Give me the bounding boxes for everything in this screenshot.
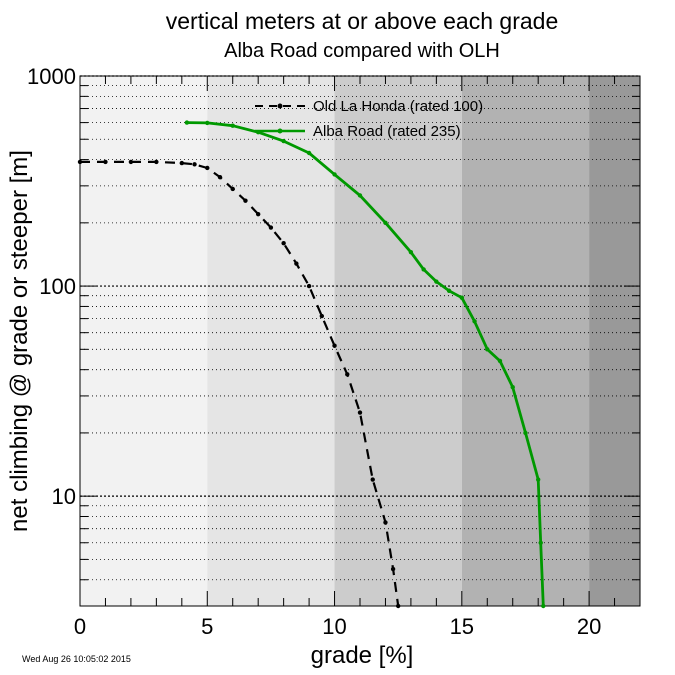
data-point-0 — [268, 225, 274, 230]
timestamp: Wed Aug 26 10:05:02 2015 — [22, 654, 131, 664]
y-tick-label: 10 — [52, 484, 76, 509]
data-point-1 — [485, 347, 490, 352]
data-point-0 — [192, 162, 197, 167]
data-point-0 — [306, 283, 312, 289]
data-point-0 — [77, 159, 83, 165]
data-point-0 — [154, 159, 159, 165]
x-tick-label: 0 — [74, 614, 86, 639]
data-point-1 — [497, 358, 503, 364]
chart-title: vertical meters at or above each grade — [166, 8, 558, 34]
data-point-0 — [179, 160, 185, 166]
data-point-1 — [541, 603, 546, 609]
legend: Old La Honda (rated 100) Alba Road (rate… — [255, 98, 483, 140]
data-point-1 — [357, 193, 363, 198]
data-point-1 — [205, 120, 210, 126]
data-point-1 — [523, 430, 528, 436]
axis-ticks: 0 5 10 15 20 10 100 1000 — [27, 64, 641, 639]
x-tick-label: 20 — [577, 614, 601, 639]
data-point-0 — [370, 477, 375, 482]
data-point-1 — [472, 319, 477, 324]
y-axis-label: net climbing @ grade or steeper [m] — [6, 150, 33, 532]
legend-marker-alba — [277, 128, 283, 134]
data-point-0 — [255, 211, 261, 217]
x-axis-label: grade [%] — [311, 642, 414, 669]
data-point-0 — [294, 261, 299, 266]
series-line-0 — [80, 160, 400, 607]
data-point-0 — [332, 343, 337, 348]
band-2 — [334, 76, 462, 606]
band-3 — [461, 76, 590, 606]
band-1 — [207, 76, 335, 606]
grid-lines — [80, 75, 640, 607]
data-point-0 — [217, 174, 223, 180]
series-line-1 — [186, 121, 545, 607]
data-point-1 — [538, 540, 543, 545]
data-point-0 — [357, 410, 363, 415]
x-tick-label: 5 — [201, 614, 213, 639]
data-point-0 — [205, 165, 210, 171]
data-point-0 — [243, 198, 248, 203]
data-point-1 — [184, 120, 190, 125]
x-tick-label: 10 — [322, 614, 346, 639]
data-point-1 — [383, 220, 388, 226]
data-point-1 — [332, 172, 337, 177]
data-point-0 — [230, 186, 235, 192]
legend-marker-olh — [277, 103, 283, 109]
data-point-0 — [128, 159, 134, 165]
data-point-1 — [230, 123, 235, 128]
data-point-1 — [281, 138, 286, 144]
data-point-0 — [390, 566, 396, 572]
legend-label-alba: Alba Road (rated 235) — [313, 123, 461, 140]
x-tick-label: 15 — [450, 614, 474, 639]
band-4 — [589, 76, 640, 606]
band-0 — [80, 76, 208, 606]
data-point-0 — [345, 372, 350, 377]
data-point-1 — [446, 288, 452, 293]
data-point-0 — [383, 520, 388, 525]
data-point-0 — [395, 603, 401, 609]
data-point-1 — [434, 279, 439, 284]
background-bands — [80, 76, 640, 606]
data-point-0 — [319, 313, 325, 319]
data-point-1 — [510, 385, 515, 390]
y-tick-label: 1000 — [27, 64, 76, 89]
data-point-1 — [535, 477, 541, 482]
data-point-1 — [459, 295, 465, 300]
data-point-0 — [281, 240, 286, 246]
data-point-0 — [103, 159, 108, 165]
y-tick-label: 100 — [39, 274, 76, 299]
chart-subtitle: Alba Road compared with OLH — [224, 40, 500, 62]
data-point-1 — [408, 249, 414, 255]
data-point-1 — [306, 150, 312, 156]
legend-label-olh: Old La Honda (rated 100) — [313, 98, 483, 115]
data-point-1 — [421, 267, 426, 272]
series-layer — [77, 120, 546, 609]
